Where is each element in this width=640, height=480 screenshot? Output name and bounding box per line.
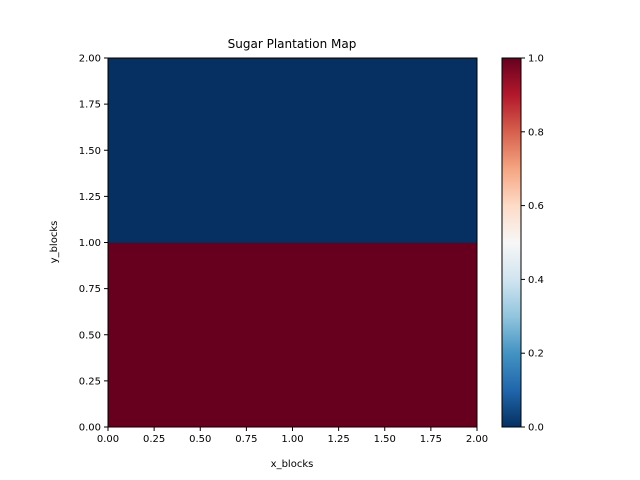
x-tick-label: 2.00 [466, 434, 488, 445]
y-tick-label: 2.00 [79, 54, 101, 65]
x-tick-label: 1.75 [420, 434, 442, 445]
y-tick-label: 1.75 [79, 100, 101, 111]
colorbar-tick-label: 0.6 [528, 201, 544, 212]
y-axis: 0.00 0.25 0.50 0.75 1.00 1.25 1.50 1.75 2.00 [79, 54, 108, 434]
x-tick-label: 0.50 [189, 434, 211, 445]
y-tick-label: 0.00 [79, 423, 101, 434]
colorbar [502, 58, 521, 427]
x-tick-label: 0.00 [97, 434, 119, 445]
y-axis-label: y_blocks [49, 221, 60, 264]
y-tick-label: 1.50 [79, 146, 101, 157]
y-tick-label: 0.50 [79, 330, 101, 341]
x-tick-label: 1.50 [374, 434, 396, 445]
y-tick-label: 1.00 [79, 238, 101, 249]
x-axis-label: x_blocks [271, 459, 314, 470]
heatmap-cell-0 [108, 242, 477, 427]
y-tick-label: 0.25 [79, 376, 101, 387]
heatmap-cell-1 [108, 58, 477, 243]
colorbar-tick-label: 1.0 [528, 54, 544, 65]
x-tick-label: 1.25 [327, 434, 349, 445]
colorbar-tick-label: 0.2 [528, 349, 544, 360]
heatmap-cells [108, 58, 477, 427]
x-axis: 0.00 0.25 0.50 0.75 1.00 1.25 1.50 1.75 2.00 [97, 427, 488, 445]
colorbar-frame [501, 57, 522, 428]
x-tick-label: 1.00 [281, 434, 303, 445]
colorbar-axis: 0.0 0.2 0.4 0.6 0.8 1.0 [521, 54, 544, 434]
colorbar-tick-label: 0.4 [528, 275, 544, 286]
y-tick-label: 1.25 [79, 192, 101, 203]
colorbar-tick-label: 0.0 [528, 423, 544, 434]
chart-title: Sugar Plantation Map [228, 37, 357, 51]
x-tick-label: 0.25 [143, 434, 165, 445]
x-tick-label: 0.75 [235, 434, 257, 445]
y-tick-label: 0.75 [79, 284, 101, 295]
colorbar-tick-label: 0.8 [528, 127, 544, 138]
